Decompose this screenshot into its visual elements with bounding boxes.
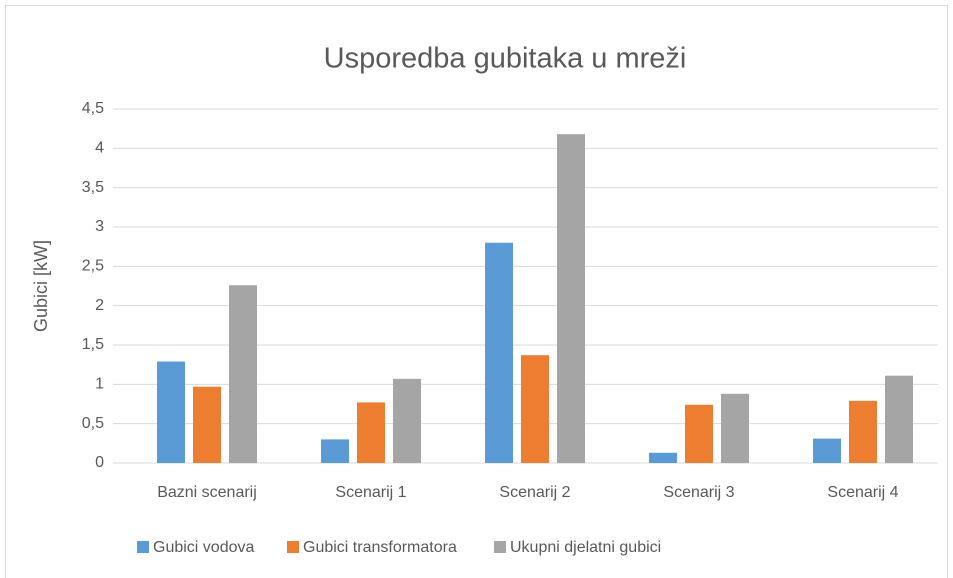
- y-tick-label: 4,5: [82, 100, 104, 117]
- y-tick-label: 4: [95, 140, 104, 157]
- x-tick-label: Scenarij 1: [335, 484, 406, 501]
- legend-label: Ukupni djelatni gubici: [510, 539, 661, 556]
- bar: [649, 452, 677, 463]
- y-tick-label: 3: [95, 218, 104, 235]
- x-tick-label: Scenarij 2: [499, 484, 570, 501]
- legend-swatch: [287, 541, 299, 553]
- bar: [813, 438, 841, 463]
- bar: [721, 393, 749, 463]
- bar: [485, 242, 513, 463]
- bar: [321, 439, 349, 463]
- legend-swatch: [137, 541, 149, 553]
- bar: [885, 375, 913, 463]
- legend-label: Gubici vodova: [153, 539, 254, 556]
- y-tick-label: 0,5: [82, 415, 104, 432]
- y-tick-label: 2,5: [82, 258, 104, 275]
- bar: [157, 361, 185, 463]
- legend-swatch: [494, 541, 506, 553]
- legend-label: Gubici transformatora: [303, 539, 457, 556]
- y-tick-label: 0: [95, 454, 104, 471]
- x-tick-label: Bazni scenarij: [157, 484, 257, 501]
- x-tick-label: Scenarij 4: [827, 484, 898, 501]
- y-tick-label: 2: [95, 297, 104, 314]
- y-tick-label: 1: [95, 376, 104, 393]
- bar: [521, 355, 549, 463]
- chart-border: [5, 5, 948, 578]
- y-axis-label: Gubici [kW]: [31, 240, 51, 332]
- x-tick-label: Scenarij 3: [663, 484, 734, 501]
- bar: [229, 285, 257, 463]
- chart-title: Usporedba gubitaka u mreži: [324, 43, 687, 75]
- bar: [685, 404, 713, 463]
- bar: [193, 386, 221, 463]
- bar: [557, 134, 585, 463]
- bar: [393, 378, 421, 463]
- bar: [357, 402, 385, 463]
- y-tick-label: 1,5: [82, 336, 104, 353]
- bar: [849, 400, 877, 463]
- y-tick-label: 3,5: [82, 179, 104, 196]
